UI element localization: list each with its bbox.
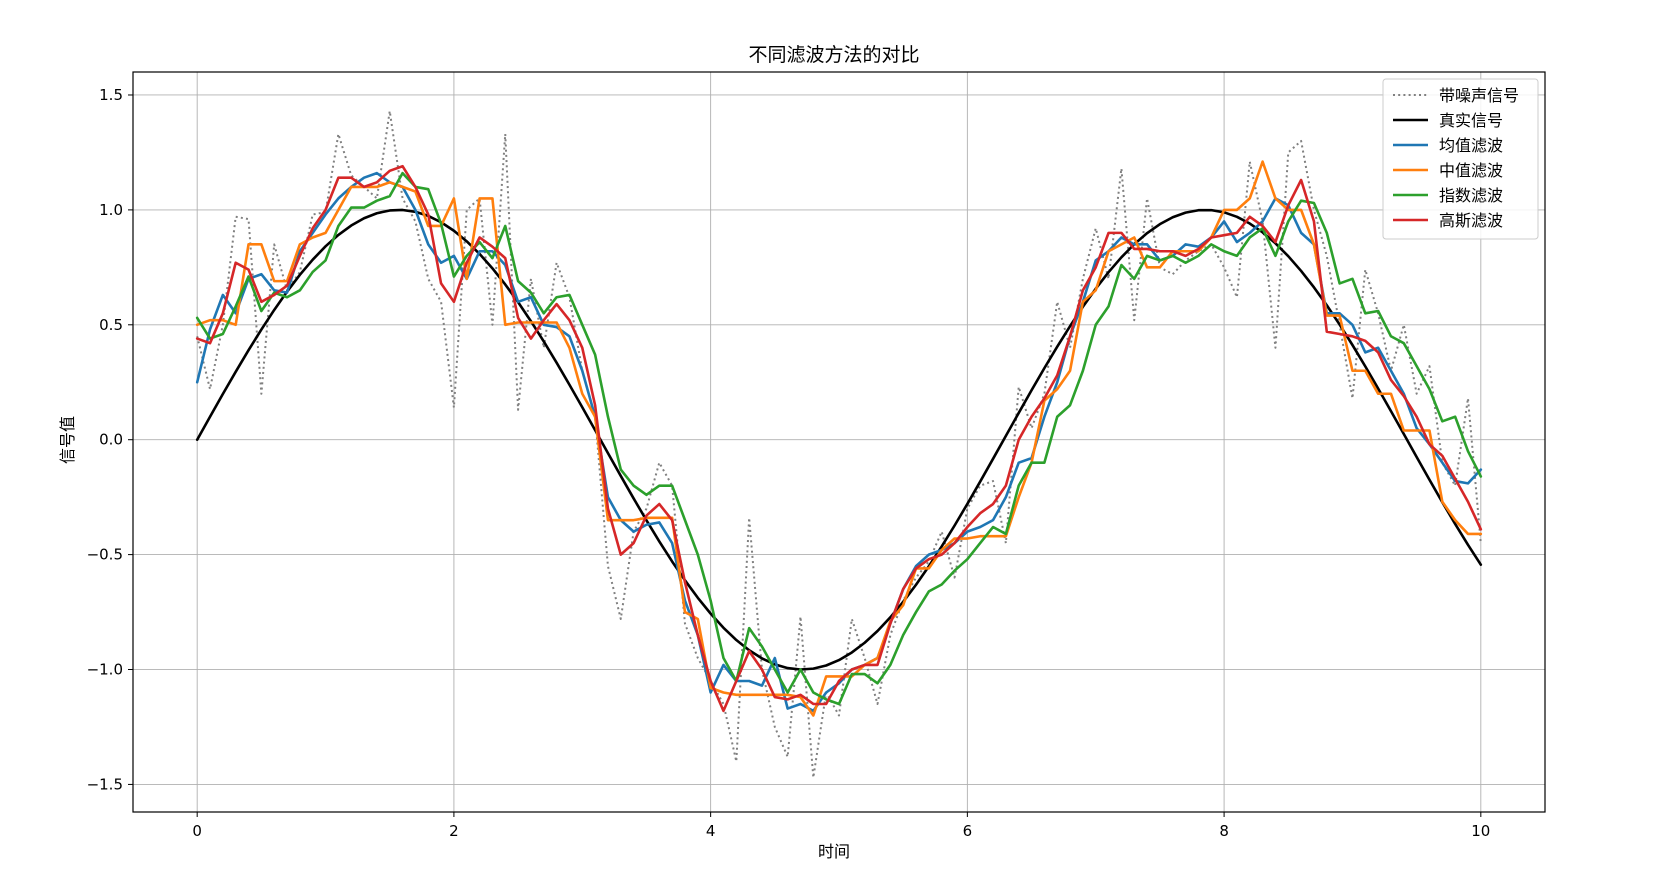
legend-label: 带噪声信号: [1439, 86, 1519, 105]
x-tick-label: 2: [449, 822, 459, 840]
plot-frame: [132, 71, 1546, 813]
y-tick-label: 0.0: [99, 431, 123, 449]
y-tick-label: 1.0: [99, 201, 123, 219]
series-line-0: [196, 110, 1482, 779]
series-line-3: [195, 160, 1483, 717]
y-tick-label: −1.0: [87, 661, 123, 679]
series-line-5: [195, 164, 1483, 713]
x-tick-label: 0: [192, 822, 202, 840]
x-tick-label: 4: [706, 822, 716, 840]
y-tick-label: 0.5: [99, 316, 123, 334]
legend-label: 真实信号: [1439, 111, 1503, 130]
grid-layer: [133, 72, 1545, 812]
x-tick-label: 10: [1471, 822, 1490, 840]
y-axis-title: 信号值: [58, 416, 77, 464]
y-tick-label: −1.5: [87, 775, 123, 793]
legend-label: 中值滤波: [1439, 161, 1503, 180]
y-tick-label: −0.5: [87, 546, 123, 564]
y-tick-label: 1.5: [99, 86, 123, 104]
legend-label: 指数滤波: [1439, 186, 1503, 205]
x-tick-label: 8: [1219, 822, 1229, 840]
legend-label: 均值滤波: [1439, 136, 1503, 155]
legend-label: 高斯滤波: [1439, 211, 1503, 230]
tick-layer: 0 2 4 6 8 10 −1.5 −1.0 −0.5 0.0 0.5 1.0 1.5: [87, 86, 1491, 840]
x-axis-title: 时间: [818, 842, 850, 861]
series-layer: [195, 110, 1483, 779]
x-tick-label: 6: [963, 822, 973, 840]
chart-title: 不同滤波方法的对比: [748, 44, 919, 66]
